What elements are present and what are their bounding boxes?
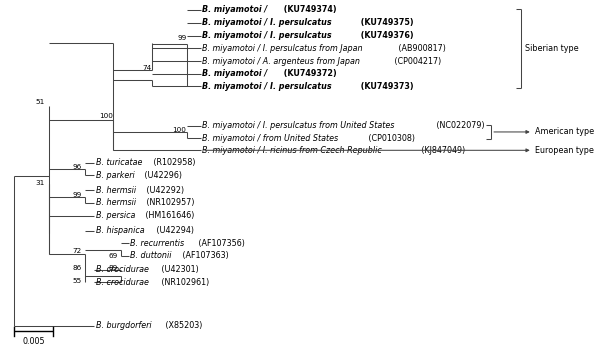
Text: B. crocidurae: B. crocidurae	[95, 278, 148, 287]
Text: 51: 51	[36, 99, 45, 105]
Text: B. recurrentis: B. recurrentis	[130, 239, 184, 248]
Text: (KU749375): (KU749375)	[358, 18, 414, 27]
Text: (AF107356): (AF107356)	[196, 239, 244, 248]
Text: 69: 69	[108, 253, 118, 259]
Text: B. miyamotoi / I. persulcatus: B. miyamotoi / I. persulcatus	[202, 18, 332, 27]
Text: (KU749373): (KU749373)	[358, 82, 414, 91]
Text: (X85203): (X85203)	[163, 321, 202, 330]
Text: (CP010308): (CP010308)	[366, 134, 415, 143]
Text: 99: 99	[177, 36, 187, 42]
Text: B. miyamotoi / from United States: B. miyamotoi / from United States	[202, 134, 338, 143]
Text: 99: 99	[72, 192, 82, 198]
Text: 100: 100	[172, 127, 187, 133]
Text: 89: 89	[108, 265, 118, 271]
Text: 86: 86	[72, 265, 82, 271]
Text: B. persica: B. persica	[95, 211, 135, 220]
Text: B. miyamotoi /: B. miyamotoi /	[202, 69, 267, 78]
Text: (R102958): (R102958)	[151, 158, 196, 167]
Text: B. miyamotoi / I. persulcatus: B. miyamotoi / I. persulcatus	[202, 31, 332, 40]
Text: B. miyamotoi / A. argenteus from Japan: B. miyamotoi / A. argenteus from Japan	[202, 57, 360, 66]
Text: (NR102961): (NR102961)	[159, 278, 209, 287]
Text: American type: American type	[535, 127, 594, 136]
Text: B. hermsii: B. hermsii	[95, 198, 136, 207]
Text: B. miyamotoi / I. ricinus from Czech Republic: B. miyamotoi / I. ricinus from Czech Rep…	[202, 146, 382, 155]
Text: (KU749374): (KU749374)	[281, 6, 336, 14]
Text: (AF107363): (AF107363)	[181, 252, 229, 260]
Text: B. crocidurae: B. crocidurae	[95, 265, 148, 274]
Text: (KJ847049): (KJ847049)	[419, 146, 465, 155]
Text: European type: European type	[535, 146, 594, 155]
Text: (AB900817): (AB900817)	[395, 44, 445, 53]
Text: (NR102957): (NR102957)	[144, 198, 194, 207]
Text: 74: 74	[142, 65, 152, 71]
Text: (U42301): (U42301)	[159, 265, 199, 274]
Text: 55: 55	[72, 278, 82, 284]
Text: B. miyamotoi /: B. miyamotoi /	[202, 6, 267, 14]
Text: B. burgdorferi: B. burgdorferi	[95, 321, 151, 330]
Text: Siberian type: Siberian type	[526, 44, 579, 53]
Text: 31: 31	[36, 180, 45, 186]
Text: (NC022079): (NC022079)	[434, 121, 484, 130]
Text: (CP004217): (CP004217)	[392, 57, 442, 66]
Text: (U42292): (U42292)	[144, 186, 184, 195]
Text: B. parkeri: B. parkeri	[95, 171, 134, 180]
Text: B. turicatae: B. turicatae	[95, 158, 142, 167]
Text: 96: 96	[72, 164, 82, 170]
Text: 72: 72	[72, 248, 82, 254]
Text: B. duttonii: B. duttonii	[130, 252, 172, 260]
Text: (U42296): (U42296)	[142, 171, 182, 180]
Text: (U42294): (U42294)	[154, 226, 194, 235]
Text: B. hispanica: B. hispanica	[95, 226, 144, 235]
Text: (KU749376): (KU749376)	[358, 31, 414, 40]
Text: B. miyamotoi / I. persulcatus: B. miyamotoi / I. persulcatus	[202, 82, 332, 91]
Text: B. hermsii: B. hermsii	[95, 186, 136, 195]
Text: (HM161646): (HM161646)	[143, 211, 194, 220]
Text: 100: 100	[100, 113, 113, 119]
Text: B. miyamotoi / I. persulcatus from Japan: B. miyamotoi / I. persulcatus from Japan	[202, 44, 362, 53]
Text: (KU749372): (KU749372)	[281, 69, 337, 78]
Text: 0.005: 0.005	[22, 337, 44, 346]
Text: B. miyamotoi / I. persulcatus from United States: B. miyamotoi / I. persulcatus from Unite…	[202, 121, 394, 130]
